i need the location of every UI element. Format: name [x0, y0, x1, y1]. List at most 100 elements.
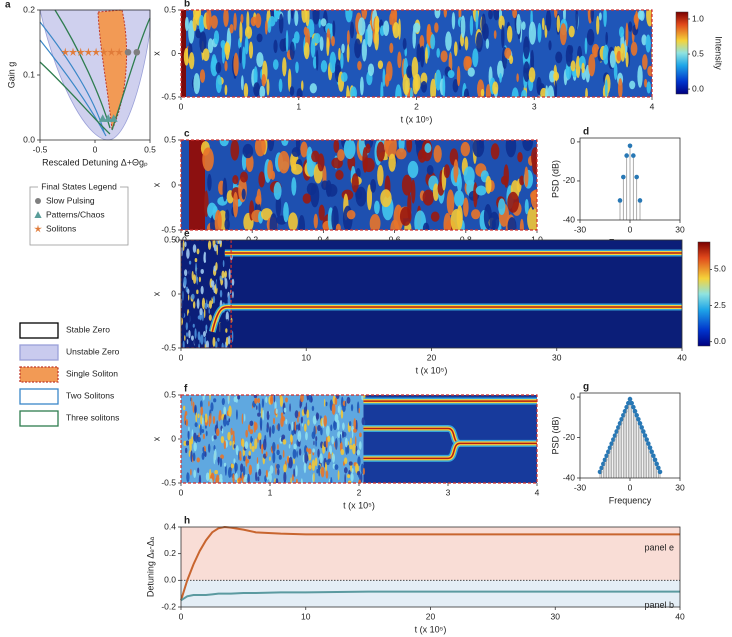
texture — [215, 474, 220, 483]
x-tick-label: -30 — [574, 224, 587, 234]
texture — [273, 10, 279, 22]
texture — [249, 441, 252, 450]
texture — [315, 439, 317, 447]
texture — [203, 308, 206, 319]
x-tick-label: -30 — [574, 482, 587, 492]
y-axis-label: x — [151, 291, 161, 296]
texture — [201, 297, 206, 310]
legend-label: Slow Pulsing — [46, 195, 95, 205]
texture — [335, 170, 344, 180]
x-tick-label: 2 — [414, 101, 419, 111]
texture — [237, 395, 241, 400]
texture — [335, 438, 338, 450]
texture — [359, 76, 364, 96]
texture — [414, 73, 421, 92]
texture — [299, 402, 302, 409]
texture — [190, 450, 193, 463]
texture — [295, 478, 298, 483]
texture — [193, 72, 201, 95]
texture — [463, 88, 470, 97]
colorbar-tick-label: 2.5 — [714, 300, 726, 310]
texture — [312, 10, 320, 25]
texture — [412, 27, 416, 49]
texture — [383, 20, 390, 37]
marker — [109, 114, 118, 122]
texture — [261, 444, 264, 451]
series-label: panel b — [644, 600, 674, 610]
texture — [197, 413, 200, 419]
texture — [209, 478, 213, 483]
texture — [326, 183, 338, 197]
texture — [363, 157, 375, 173]
texture — [348, 421, 352, 427]
x-tick-label: 40 — [675, 611, 685, 621]
texture — [511, 87, 519, 97]
texture — [203, 254, 207, 264]
texture — [190, 316, 193, 322]
y-tick-label: 0.0 — [23, 134, 35, 144]
texture — [414, 210, 427, 230]
y-tick-label: 0.4 — [164, 521, 176, 531]
texture — [331, 403, 336, 415]
y-axis-label: x — [151, 182, 161, 187]
texture — [329, 448, 332, 455]
texture — [216, 279, 220, 289]
texture — [220, 435, 225, 444]
texture — [549, 70, 556, 83]
texture — [278, 454, 282, 460]
panel-label: b — [184, 0, 190, 10]
texture — [456, 205, 463, 230]
texture — [618, 26, 625, 38]
texture — [596, 15, 600, 35]
texture — [261, 398, 265, 408]
texture — [279, 38, 287, 52]
texture — [316, 468, 319, 474]
texture — [493, 30, 497, 39]
x-axis-label: t (x 10⁵) — [343, 500, 375, 510]
texture — [475, 10, 479, 31]
texture — [254, 397, 258, 404]
texture — [337, 149, 345, 161]
texture — [302, 193, 312, 204]
texture — [206, 306, 209, 319]
colorbar-tick-label: 5.0 — [714, 264, 726, 274]
texture — [192, 401, 195, 413]
texture — [264, 20, 268, 35]
texture — [258, 171, 265, 188]
y-tick-label: 0.1 — [23, 69, 35, 79]
texture — [240, 75, 244, 91]
texture — [256, 52, 264, 68]
texture — [365, 143, 371, 154]
panel-label: h — [184, 516, 190, 527]
texture — [343, 140, 356, 160]
texture — [319, 36, 324, 51]
texture — [277, 423, 281, 432]
texture — [215, 261, 218, 271]
texture — [296, 450, 298, 458]
texture — [247, 473, 250, 483]
texture — [268, 473, 272, 483]
texture — [184, 16, 189, 32]
x-tick-label: 30 — [551, 611, 561, 621]
texture — [491, 219, 496, 230]
texture — [225, 311, 229, 322]
texture — [314, 457, 318, 467]
texture — [207, 38, 214, 54]
texture — [288, 212, 298, 230]
y-tick-label: -40 — [563, 472, 576, 482]
texture — [228, 240, 231, 250]
texture — [389, 42, 394, 54]
texture — [407, 192, 412, 220]
texture — [620, 43, 626, 62]
texture — [541, 17, 545, 31]
texture — [274, 401, 277, 411]
x-tick-label: 0.5 — [144, 144, 156, 154]
texture — [313, 472, 315, 483]
stem-dot — [619, 417, 624, 422]
texture — [377, 60, 384, 70]
texture — [297, 416, 299, 423]
texture — [340, 52, 344, 69]
texture — [290, 10, 294, 19]
texture — [652, 80, 658, 97]
texture — [212, 415, 216, 425]
